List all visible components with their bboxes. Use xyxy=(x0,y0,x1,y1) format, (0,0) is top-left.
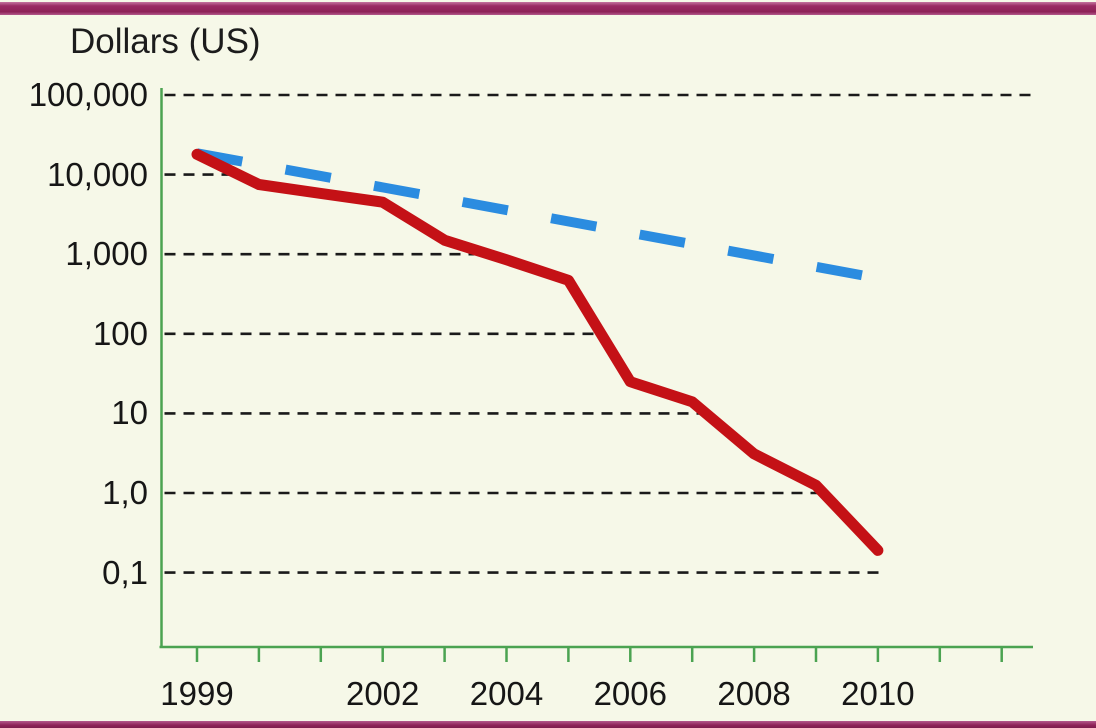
x-axis-tick-label-2010: 2010 xyxy=(841,675,915,712)
x-axis-tick-label-2004: 2004 xyxy=(469,675,544,712)
y-axis-tick-label-100,000: 100,000 xyxy=(28,76,148,113)
y-axis-tick-label-100: 100 xyxy=(92,314,148,352)
blue-dashed-trend-line xyxy=(196,148,879,284)
x-axis-tick-label-2006: 2006 xyxy=(593,675,667,712)
y-axis-tick-label-10,000: 10,000 xyxy=(47,155,148,193)
y-axis-unit-title: Dollars (US) xyxy=(70,22,261,61)
x-axis-tick-label-2002: 2002 xyxy=(345,675,420,712)
red-solid-line xyxy=(191,148,884,556)
y-axis-tick-label-1,000: 1,000 xyxy=(65,235,148,273)
x-axis-tick-label-2008: 2008 xyxy=(717,675,791,712)
bottom-accent-bar xyxy=(0,721,1096,728)
y-axis-tick-label-10: 10 xyxy=(111,394,148,432)
top-accent-bar xyxy=(0,2,1096,15)
y-axis-tick-label-1,0: 1,0 xyxy=(102,474,148,511)
y-axis-tick-label-0,1: 0,1 xyxy=(102,553,148,591)
x-axis-tick-label-1999: 1999 xyxy=(160,675,234,712)
